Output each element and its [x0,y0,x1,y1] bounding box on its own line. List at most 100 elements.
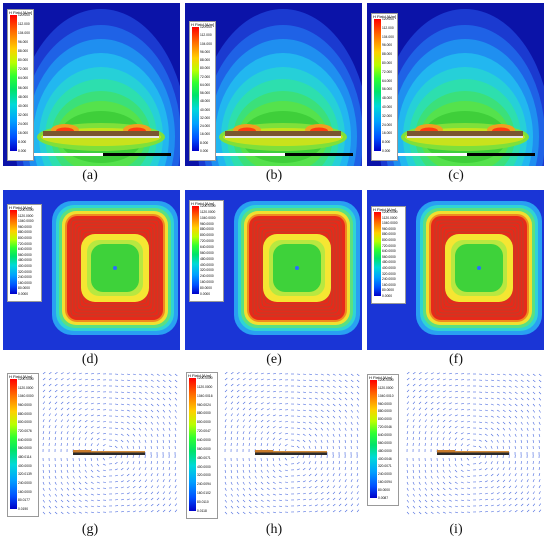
legend-tick-label: 880.0000 [197,411,211,416]
panel-d: H Field [A/m] 1200.0000 1120.0000 1040.000… [3,190,180,350]
legend-title: H Field [A/m] [9,205,33,210]
panel-e: H Field [A/m] 1200.0000 1120.0000 1040.000… [185,190,362,350]
legend-tick-label: 800.0000 [18,420,32,425]
legend-title: H Field [A/m] [9,374,33,379]
legend-colorbar [374,212,381,296]
legend-tick-label: 0.0000 [200,291,211,296]
legend-tick-label: 96.000 [18,40,29,45]
side-field-plot [3,3,180,166]
legend: H Field [A/m] 1200.0000 1120.0000 1040.001… [367,374,399,506]
legend-tick-label: 240.0000 [18,275,32,280]
legend-tick-label: 240.0000 [18,480,32,485]
caption-h: (h) [265,522,283,537]
legend-tick-label: 1120.0000 [378,385,394,390]
legend-tick-label: 16.000 [382,131,393,136]
legend-title: H Field [A/m] [9,10,33,15]
legend-tick-label: 400.0000 [382,265,396,270]
legend-tick-label: 72.000 [382,69,393,74]
legend-tick-label: 640.0000 [378,433,392,438]
legend-colorbar [10,210,17,294]
legend-tick-label: 960.0000 [18,224,32,229]
legend-tick-label: 880.0000 [200,227,214,232]
legend-tick-label: 120.000 [18,13,30,17]
legend-tick-label: 560.0000 [197,446,211,451]
legend-tick-label: 112.000 [18,22,30,27]
legend-tick-label: 0.000 [18,148,27,153]
legend-tick-label: 0.0087 [378,495,389,500]
legend-tick-label: 400.0000 [197,464,211,469]
caption-a: (a) [82,168,98,183]
legend-tick-label: 160.0102 [197,491,211,496]
legend-tick-label: 640.0000 [200,245,214,250]
legend-tick-label: 80.0000 [200,286,212,291]
legend-tick-label: 880.0000 [378,409,392,414]
legend-tick-label: 64.000 [200,82,211,87]
panel-h: H Field [A/m] 1200.0000 1120.0000 1040.001… [185,370,362,520]
legend-tick-label: 880.0000 [18,230,32,235]
legend-tick-label: 80.0110 [197,500,209,505]
legend-colorbar [374,19,381,151]
legend-tick-label: 800.0000 [378,417,392,422]
top-field-plot [185,190,362,350]
legend-tick-label: 800.0000 [197,420,211,425]
legend-tick-label: 160.0000 [18,280,32,285]
legend-tick-label: 80.0000 [382,288,394,293]
legend-tick-label: 64.000 [18,76,29,81]
panel-a: H Field [A/m] 120.000 112.000 104.000 96.00… [3,3,180,166]
legend-tick-label: 960.0000 [382,226,396,231]
legend-tick-label: 104.000 [200,41,212,46]
legend-tick-label: 80.000 [200,66,211,71]
legend-tick-label: 480.0000 [382,260,396,265]
panel-g: H Field [A/m] 1200.0000 1120.0000 1040.000… [3,370,180,520]
legend-tick-label: 40.000 [200,107,211,112]
legend-tick-label: 720.0046 [378,425,392,430]
legend-tick-label: 16.000 [18,130,29,135]
legend-tick-label: 1120.0000 [382,215,398,220]
legend-tick-label: 640.0000 [18,247,32,252]
legend-tick-label: 240.0000 [378,472,392,477]
legend-tick-label: 80.000 [382,60,393,65]
legend-tick-label: 480.0000 [18,258,32,263]
legend: H Field [A/m] 1200.0000 1120.0000 1040.000… [189,200,224,302]
legend-tick-label: 120.000 [200,25,212,29]
legend-tick-label: 1040.0000 [18,394,34,399]
legend-tick-label: 120.000 [382,17,394,21]
legend-tick-label: 560.0000 [18,446,32,451]
legend-tick-label: 1120.0000 [18,213,34,218]
legend-tick-label: 1120.0000 [197,384,213,389]
legend-tick-label: 960.0000 [18,402,32,407]
legend: H Field [A/m] 1200.0000 1120.0000 1040.000… [7,373,39,517]
legend-tick-label: 720.0000 [18,241,32,246]
caption-c: (c) [448,168,464,183]
legend-tick-label: 320.0000 [382,271,396,276]
legend-tick-label: 160.0000 [200,280,214,285]
legend-colorbar [10,379,17,509]
panel-b: H Field [A/m] 120.000 112.000 104.000 96.00… [185,3,362,166]
legend-title: H Field [A/m] [191,201,215,206]
legend: H Field [A/m] 1200.0000 1120.0000 1040.000… [7,204,42,302]
legend-tick-label: 72.000 [18,67,29,72]
legend-tick-label: 112.000 [382,25,394,30]
legend-tick-label: 0.000 [382,148,391,153]
legend-title: H Field [A/m] [191,22,215,27]
legend-tick-label: 640.0000 [18,437,32,442]
legend-tick-label: 160.0094 [378,480,392,485]
legend-colorbar [370,380,377,498]
caption-g: (g) [81,522,99,537]
legend-tick-label: 880.0000 [382,232,396,237]
legend-tick-label: 800.0000 [382,237,396,242]
caption-b: (b) [265,168,283,183]
legend-colorbar [10,15,17,151]
legend-title: H Field [A/m] [373,14,397,19]
legend-tick-label: 88.000 [18,49,29,54]
legend-tick-label: 1200.0000 [382,210,398,214]
legend-tick-label: 720.0000 [200,239,214,244]
legend-tick-label: 104.000 [382,34,394,39]
caption-d: (d) [81,352,99,367]
legend-tick-label: 0.0118 [197,508,207,513]
legend-tick-label: 880.0000 [18,411,32,416]
legend-tick-label: 1040.0016 [197,393,213,398]
legend-tick-label: 960.0024 [197,402,211,407]
legend-tick-label: 0.0000 [18,291,29,296]
legend-tick-label: 1200.0000 [197,376,213,380]
